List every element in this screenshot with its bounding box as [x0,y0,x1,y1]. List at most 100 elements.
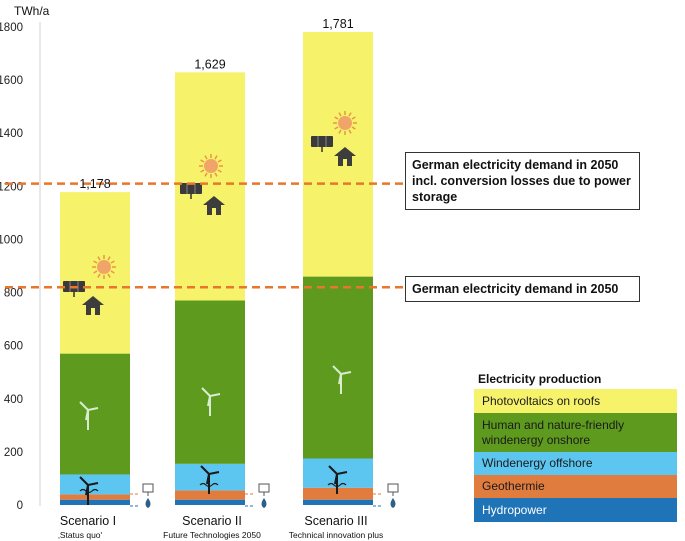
total-label: 1,781 [322,17,353,31]
sun-ray [351,126,356,130]
demand-callout: German electricity demand in 2050 [405,276,640,302]
water-wave-icon [79,488,99,494]
scenario-subtitle: ‚Status quo' [58,530,103,540]
bar-segment [60,499,130,505]
sun-ray [351,116,356,120]
legend-item-geothermie: Geothermie [474,475,677,498]
sun-disc [338,116,352,130]
turbine-blade [207,395,211,407]
legend-item-photovoltaics: Photovoltaics on roofs [474,389,677,413]
panel-frame [311,136,333,147]
hydro-well-icon [387,483,399,508]
water-drop [390,498,396,508]
sun-ray [214,155,218,160]
wind-turbine-icon [79,401,99,430]
turbine-blade [79,401,89,411]
house-door [343,159,347,166]
wind-turbine-icon [328,465,348,494]
wind-turbine-icon [200,465,220,494]
sun-icon [199,154,223,178]
turbine-blade [336,471,348,475]
turbine-blade [85,409,89,421]
bar-segment [303,276,373,459]
water-drop [145,498,151,508]
sun-ray [97,273,101,278]
house-door [212,208,216,215]
bar-segment [175,499,245,505]
turbine-blade [332,365,342,375]
house-roof [82,296,104,305]
sun-ray [348,112,352,117]
bar-segment [175,300,245,464]
sun-ray [214,172,218,177]
sun-ray [200,169,205,173]
y-tick-label: 1000 [0,234,23,246]
sun-ray [204,172,208,177]
scenario-subtitle: Technical innovation plus [288,530,384,540]
y-tick-label: 800 [4,288,23,300]
house-icon [203,196,225,215]
well-box [387,483,399,493]
y-tick-label: 1800 [0,22,23,34]
legend-title: Electricity production [478,372,602,386]
legend: Electricity production Photovoltaics on … [474,372,677,522]
turbine-blade [340,371,352,375]
sun-ray [93,260,98,264]
sun-disc [97,260,111,274]
legend-item-offshore-wind: Windenergy offshore [474,452,677,475]
turbine-blade [328,465,338,475]
house-door [91,308,95,315]
sun-ray [97,256,101,261]
total-label: 1,178 [79,177,110,191]
house-roof [334,147,356,156]
reference-lines [5,182,405,289]
sun-ray [107,256,111,261]
total-label: 1,629 [194,57,225,71]
house-roof [203,196,225,205]
scenario-name: Scenario III [304,514,368,528]
sun-disc [204,159,218,173]
turbine-blade [79,476,89,486]
solar-panel-icon [311,136,333,152]
scenario-name: Scenario I [59,514,117,528]
bar-segment [175,490,245,500]
well-box [142,483,154,493]
turbine-blade [209,393,221,397]
scenario-label-2: Scenario II Future Technologies 2050 [152,514,272,541]
legend-item-onshore-wind: Human and nature-friendly windenergy ons… [474,413,677,452]
sun-icon [333,111,357,135]
sun-ray [334,126,339,130]
bar-segment [303,499,373,505]
sun-ray [334,116,339,120]
bar-segment [60,353,130,475]
hydro-well-icon [258,483,270,508]
demand-with-storage-callout: German electricity demand in 2050 incl. … [405,152,640,210]
y-tick-label: 400 [4,394,23,406]
sun-ray [200,159,205,163]
turbine-blade [201,387,211,397]
turbine-blade [87,482,99,486]
y-tick-label: 1600 [0,75,23,87]
y-axis-unit: TWh/a [14,4,50,18]
y-tick-label: 200 [4,447,23,459]
bar-segment [60,494,130,500]
y-tick-label: 1400 [0,128,23,140]
water-drop [261,498,267,508]
well-box [258,483,270,493]
scenario-label-1: Scenario I ‚Status quo' [38,514,138,541]
scenario-name: Scenario II [182,514,242,528]
sun-ray [338,112,342,117]
turbine-blade [334,473,338,485]
turbine-blade [206,473,210,485]
turbine-blade [87,407,99,411]
sun-icon [92,255,116,279]
sun-ray [338,129,342,134]
sun-ray [107,273,111,278]
scenario-subtitle: Future Technologies 2050 [163,530,261,540]
sun-ray [217,159,222,163]
sun-ray [110,260,115,264]
sun-ray [110,270,115,274]
wind-turbine-icon [79,476,99,505]
panel-frame [180,183,202,194]
